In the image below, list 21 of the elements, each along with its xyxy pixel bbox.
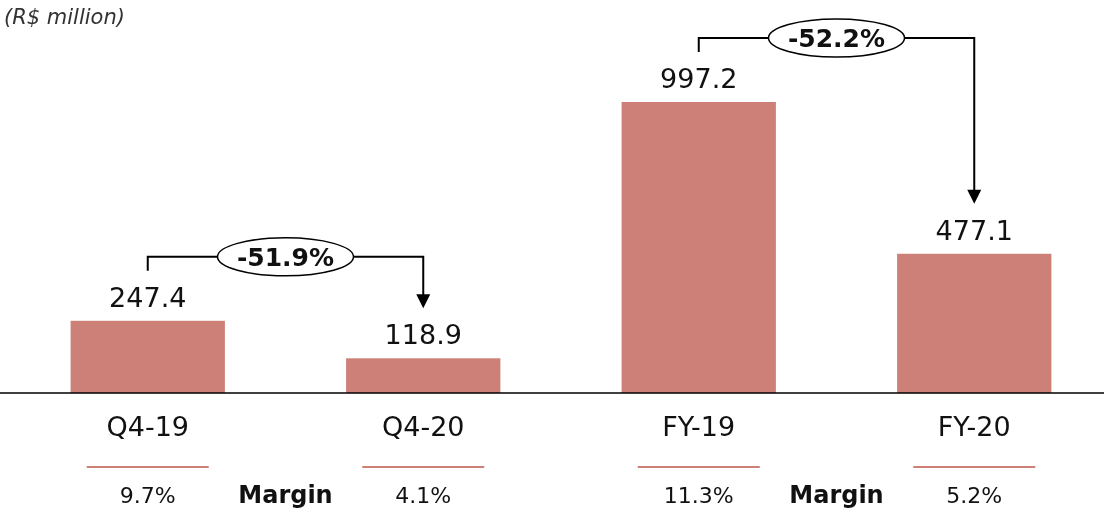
x-tick-label: Q4-20: [381, 411, 465, 442]
data-label: 247.4: [109, 281, 187, 313]
text: 4.1%: [395, 483, 452, 508]
annotation: -51.9%: [236, 242, 335, 272]
text: 9.7%: [119, 483, 176, 508]
text: 11.3%: [663, 483, 734, 508]
text: 5.2%: [946, 483, 1003, 508]
text: -52.2%: [787, 24, 886, 53]
bar: [346, 358, 501, 393]
data-label: 118.9: [384, 319, 462, 351]
bar: [70, 320, 225, 393]
y-axis-title: (R$ million): [4, 5, 125, 29]
text: Margin: [789, 481, 884, 509]
x-tick-label: FY-19: [662, 411, 736, 442]
x-tick-label: FY-20: [937, 411, 1011, 442]
bar: [897, 253, 1052, 393]
bar: [621, 102, 776, 393]
data-label: 997.2: [660, 63, 738, 94]
text: Margin: [238, 481, 333, 509]
data-label: 477.1: [935, 214, 1013, 246]
x-tick-label: Q4-19: [106, 411, 190, 442]
